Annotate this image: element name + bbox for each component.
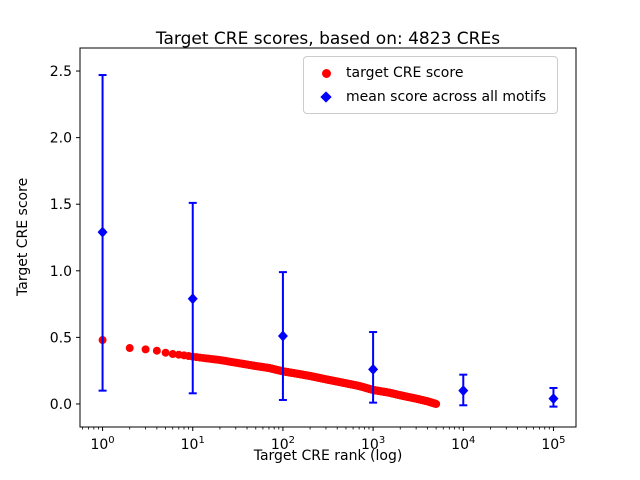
- diamond-marker: [277, 330, 288, 342]
- y-tick-label: 2.0: [50, 131, 72, 147]
- legend-diamond-marker-icon: [315, 90, 337, 104]
- red-point: [152, 346, 161, 355]
- legend: target CRE score mean score across all m…: [303, 56, 559, 114]
- diamond-marker: [187, 293, 198, 305]
- red-point: [161, 348, 170, 357]
- y-axis-ticks: 0.0 0.5 1.0 1.5 2.0 2.5: [50, 64, 80, 413]
- y-axis-label: Target CRE score: [15, 177, 31, 296]
- legend-label: target CRE score: [346, 65, 464, 81]
- legend-circle-marker-icon: [315, 66, 337, 80]
- target-score-series: [98, 336, 441, 408]
- axes: [79, 47, 577, 428]
- chart-title: Target CRE scores, based on: 4823 CREs: [155, 29, 501, 49]
- red-point: [125, 344, 134, 353]
- red-point: [168, 350, 177, 359]
- legend-item-mean-score: mean score across all motifs: [315, 89, 546, 105]
- diamond-marker: [458, 385, 469, 397]
- diamond-marker: [97, 226, 108, 238]
- plot-frame: [79, 47, 577, 428]
- y-tick-label: 0.5: [50, 330, 72, 346]
- y-tick-label: 1.0: [50, 264, 72, 280]
- legend-item-target-score: target CRE score: [315, 65, 546, 81]
- y-tick-label: 0.0: [50, 397, 72, 413]
- legend-label: mean score across all motifs: [346, 89, 547, 105]
- y-tick-label: 1.5: [50, 197, 72, 213]
- diamond-marker: [368, 363, 379, 375]
- y-tick-label: 2.5: [50, 64, 72, 80]
- x-axis-label: Target CRE rank (log): [253, 448, 403, 464]
- red-point: [141, 345, 150, 354]
- mean-score-series: [97, 74, 559, 408]
- diamond-marker: [548, 393, 559, 405]
- red-point: [432, 399, 441, 408]
